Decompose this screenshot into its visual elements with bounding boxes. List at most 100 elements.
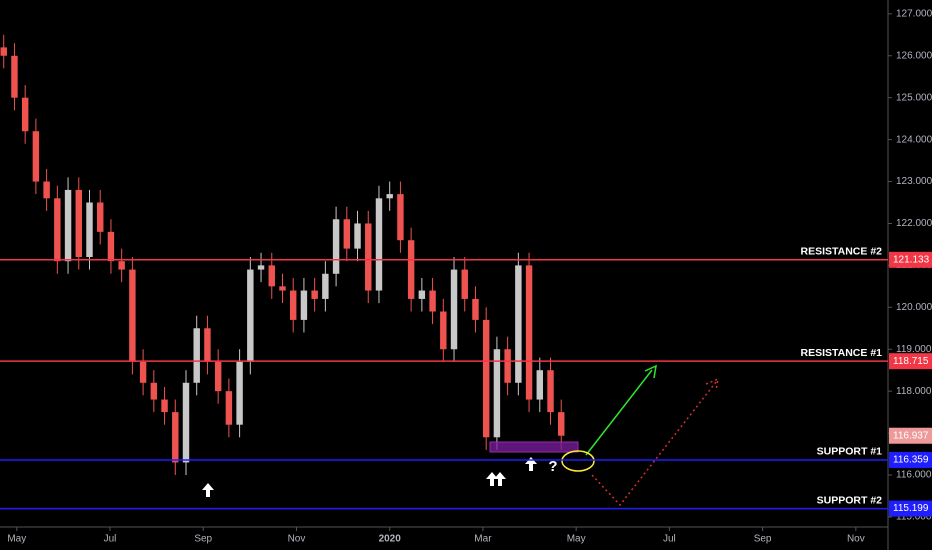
candle-body <box>472 298 479 320</box>
level-value: 116.359 <box>893 455 929 466</box>
candle-body <box>204 328 211 362</box>
projection-up <box>585 369 653 456</box>
candle-body <box>268 265 275 287</box>
x-tick-label: Jul <box>663 534 676 545</box>
level-value-box <box>889 353 932 370</box>
y-tick-label: 116.000 <box>896 470 932 481</box>
candle-body <box>118 261 125 270</box>
last-price: 116.937 <box>893 430 929 441</box>
up-arrow <box>494 472 506 486</box>
y-tick-label: 125.000 <box>896 92 932 103</box>
x-tick-label: Nov <box>288 534 306 545</box>
candle-body <box>311 290 318 299</box>
x-tick-label: Sep <box>194 534 212 545</box>
arrowhead <box>644 364 657 379</box>
level-value-box <box>889 451 932 468</box>
candle-body <box>150 382 158 400</box>
level-value-box <box>889 251 932 268</box>
candle-body <box>536 370 544 400</box>
level-label: RESISTANCE #1 <box>801 347 883 359</box>
up-arrow <box>486 472 498 486</box>
candle-body <box>75 189 82 258</box>
candle-body <box>397 194 404 241</box>
candle-body <box>214 361 222 392</box>
candle-body <box>515 265 522 383</box>
candle-body <box>279 286 286 291</box>
candle-body <box>139 361 147 383</box>
candle-body <box>343 219 351 249</box>
highlight-ellipse <box>561 450 595 472</box>
candle-body <box>429 290 436 312</box>
candle-body <box>365 223 372 291</box>
y-tick-label: 127.000 <box>896 8 932 19</box>
x-tick-label: Mar <box>474 534 492 545</box>
candle-body <box>54 198 61 262</box>
level-value: 115.199 <box>893 503 929 514</box>
x-tick-label: Nov <box>847 534 865 545</box>
candle-body <box>172 412 179 463</box>
candle-body <box>525 265 533 400</box>
candle-body <box>407 240 415 299</box>
candle-body <box>300 290 308 320</box>
y-tick-label: 126.000 <box>896 50 932 61</box>
candle-body <box>247 269 254 362</box>
candle-body <box>418 290 426 299</box>
question-mark: ? <box>548 458 557 475</box>
candle-body <box>450 269 458 350</box>
candle-body <box>11 55 18 98</box>
candle-body <box>440 311 447 350</box>
candle-body <box>21 97 29 132</box>
candle-body <box>107 231 115 262</box>
level-label: RESISTANCE #2 <box>801 246 883 258</box>
candle-body <box>461 269 468 299</box>
candle-body <box>182 382 190 463</box>
level-value: 121.133 <box>893 254 930 265</box>
y-tick-label: 119.000 <box>896 344 932 355</box>
candles <box>0 34 565 476</box>
zone-box <box>489 441 579 453</box>
level-value-box <box>889 500 932 517</box>
candle-body <box>86 202 93 258</box>
y-tick-label: 123.000 <box>896 176 932 187</box>
x-tick-label: May <box>567 534 586 545</box>
y-tick-label: 124.000 <box>896 134 932 145</box>
projection-alt <box>591 381 717 507</box>
candle-body <box>225 391 233 425</box>
candle-body <box>43 181 50 199</box>
candle-body <box>386 194 393 199</box>
candle-body <box>322 273 329 299</box>
arrows <box>202 457 537 497</box>
candle-body <box>64 189 72 262</box>
candle-body <box>547 370 554 413</box>
candle-body <box>482 319 490 438</box>
candle-body <box>504 349 511 383</box>
candle-body <box>493 349 501 438</box>
candle-body <box>289 290 297 320</box>
candle-body <box>257 265 265 270</box>
x-tick-label: May <box>7 534 26 545</box>
candle-body <box>236 361 243 425</box>
level-label: SUPPORT #1 <box>817 446 883 458</box>
x-tick-label: Jul <box>104 534 117 545</box>
candle-body <box>193 328 200 383</box>
up-arrow <box>202 483 214 497</box>
last-price-box <box>889 427 932 444</box>
candle-body <box>332 219 340 274</box>
arrowhead <box>705 377 719 392</box>
up-arrow <box>525 457 537 471</box>
candle-body <box>129 269 136 362</box>
candle-body <box>97 202 104 232</box>
y-tick-label: 115.000 <box>896 512 932 523</box>
level-value: 118.715 <box>893 356 929 367</box>
x-tick-label: Sep <box>754 534 772 545</box>
candle-body <box>354 223 361 249</box>
level-label: SUPPORT #2 <box>817 494 883 506</box>
candle-body <box>161 399 168 413</box>
y-tick-label: 118.000 <box>896 386 932 397</box>
candle-body <box>375 198 383 291</box>
candle-body <box>32 131 40 182</box>
candle-body <box>0 47 7 56</box>
candle-body <box>558 412 565 436</box>
